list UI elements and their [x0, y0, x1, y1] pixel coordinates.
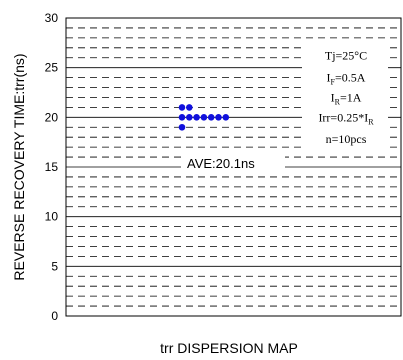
plot-frame [65, 17, 402, 317]
condition-line: IF=0.5A [327, 71, 366, 87]
data-point [186, 104, 193, 111]
condition-line: IR=1A [331, 90, 362, 106]
test-conditions: Tj=25°C IF=0.5A IR=1A Irr=0.25*IR n=10pcs [302, 45, 388, 155]
data-point [178, 104, 186, 111]
data-point [178, 123, 186, 131]
data-point [178, 114, 186, 121]
y-tick-label: 10 [45, 210, 59, 224]
condition-line: Irr=0.25*IR [318, 110, 374, 126]
y-tick-label: 20 [45, 110, 59, 124]
y-tick-label: 0 [51, 309, 58, 323]
average-label-box [181, 153, 285, 173]
x-axis-label: trr DISPERSION MAP [160, 340, 298, 356]
y-tick-label: 30 [45, 11, 59, 25]
data-point [215, 114, 222, 121]
y-tick-label: 25 [45, 61, 59, 75]
data-point [193, 114, 200, 121]
y-tick-label: 15 [45, 160, 59, 174]
data-point [222, 114, 230, 121]
data-points [178, 104, 230, 131]
data-point [186, 114, 193, 121]
y-axis-label: REVERSE RECOVERY TIME:trr(ns) [11, 53, 27, 280]
y-tick-label: 5 [51, 259, 58, 273]
conditions-box [302, 45, 388, 155]
data-point [200, 114, 208, 121]
y-axis-ticks: 0 5 10 15 20 25 30 [45, 11, 59, 323]
average-label: AVE:20.1ns [187, 156, 255, 171]
average-annotation: AVE:20.1ns [181, 153, 285, 173]
condition-line: Tj=25°C [325, 49, 367, 63]
condition-line: n=10pcs [326, 132, 367, 146]
data-point [207, 114, 215, 121]
